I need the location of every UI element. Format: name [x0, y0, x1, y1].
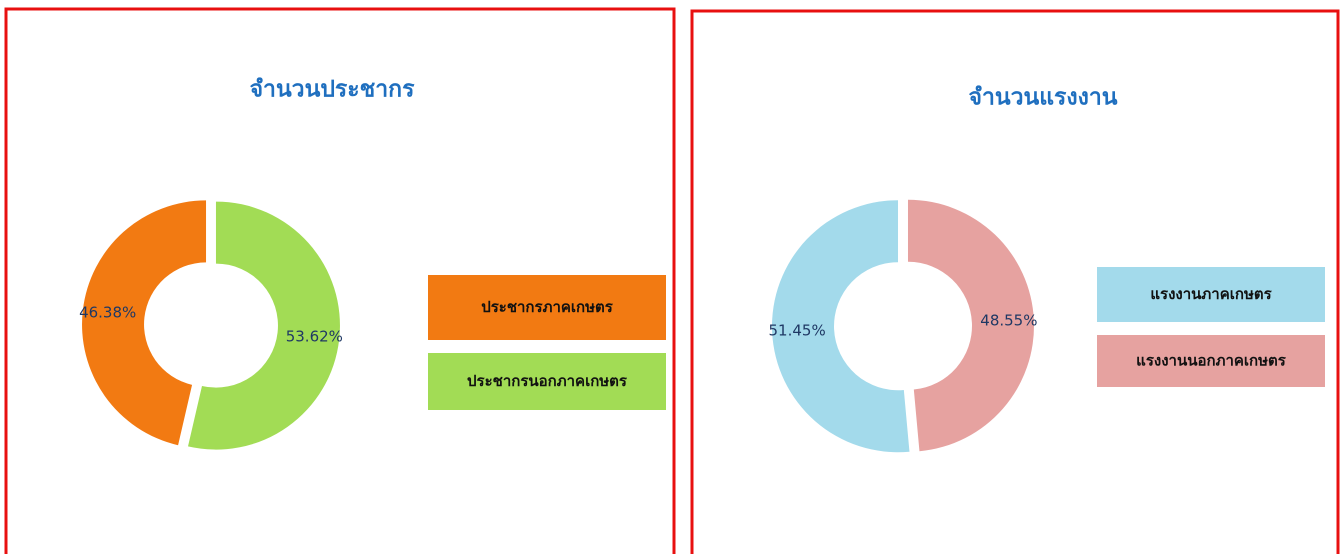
- legend-label: ประชากรภาคเกษตร: [481, 298, 614, 316]
- data-label: 51.45%: [769, 321, 826, 339]
- legend-label: แรงงานภาคเกษตร: [1150, 285, 1272, 303]
- data-label: 46.38%: [79, 304, 136, 322]
- donut-slice: [907, 199, 1034, 452]
- legend-swatch: [1097, 267, 1325, 322]
- data-label: 53.62%: [286, 327, 343, 345]
- donut-slice: [82, 200, 207, 446]
- legend-label: ประชากรนอกภาคเกษตร: [467, 372, 628, 390]
- legend-swatch: [428, 353, 666, 410]
- donut-slice: [772, 200, 910, 453]
- data-label: 48.55%: [980, 312, 1037, 330]
- chart-title: จำนวนแรงงาน: [968, 85, 1117, 111]
- panel-border: [690, 9, 1340, 554]
- donut-slice: [188, 201, 340, 450]
- legend-swatch: [428, 275, 666, 340]
- panel-border: [4, 7, 676, 554]
- chart-title: จำนวนประชากร: [250, 77, 416, 103]
- legend-label: แรงงานนอกภาคเกษตร: [1136, 352, 1287, 370]
- legend-swatch: [1097, 335, 1325, 387]
